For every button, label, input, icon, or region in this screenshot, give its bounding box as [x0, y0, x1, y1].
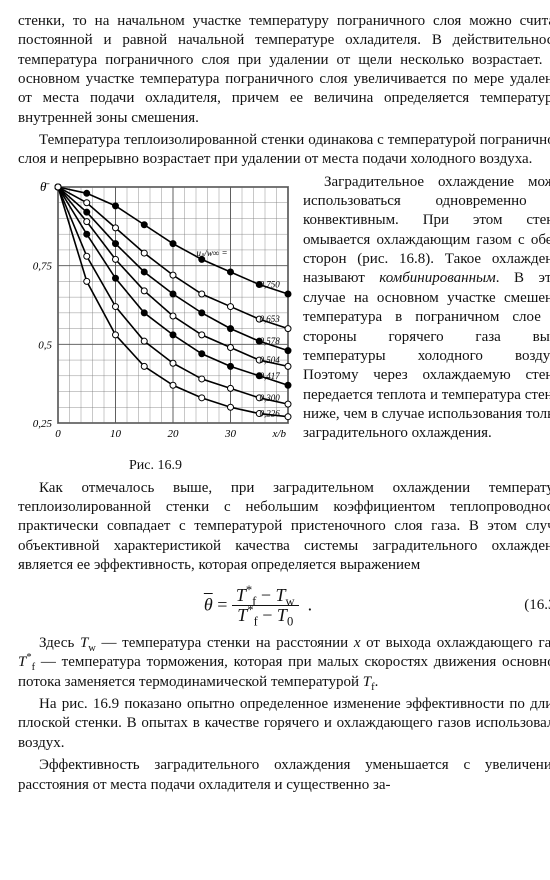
eq-T0-sub: 0 — [287, 615, 293, 629]
svg-text:0,653: 0,653 — [260, 314, 281, 324]
svg-text:0: 0 — [55, 428, 61, 440]
figure-caption: Рис. 16.9 — [18, 457, 293, 475]
svg-text:10: 10 — [110, 428, 122, 440]
svg-text:0,75: 0,75 — [33, 260, 53, 272]
para-5: Здесь Tw — температура стенки на расстоя… — [18, 634, 550, 692]
p5-b: от выхода охлаждающего газа; — [360, 635, 550, 651]
svg-text:uₛ/w∞ =: uₛ/w∞ = — [197, 248, 228, 258]
para-1: стенки, то на начальном участке температ… — [18, 12, 550, 128]
p5-Tf-sub: f — [371, 682, 375, 693]
figure-svg: 0 10 20 30 x/b 0,25 0,5 0,75 θ̄ uₛ/w∞ = 0,750 0,653… — [18, 175, 293, 455]
theta-bar: θ — [204, 594, 213, 614]
para-3-italic: комбинированным — [379, 270, 495, 286]
svg-text:0,750: 0,750 — [260, 279, 281, 289]
svg-text:0,5: 0,5 — [38, 339, 52, 351]
eq-Tf2: T — [237, 605, 247, 625]
p5-Tf: T — [363, 674, 371, 690]
eq-Tf1: T — [236, 585, 246, 605]
para-6: На рис. 16.9 показано опытно определенно… — [18, 695, 550, 753]
eq-Tw: T — [276, 585, 286, 605]
p5-c: — температура торможения, которая при ма… — [18, 654, 550, 689]
svg-text:x/b: x/b — [272, 428, 287, 440]
equation-number: (16.39) — [498, 596, 550, 615]
figure-16-9: 0 10 20 30 x/b 0,25 0,5 0,75 θ̄ uₛ/w∞ = 0,750 0,653… — [18, 175, 293, 475]
para-3c: . В этом случае на основном участке смеш… — [303, 270, 550, 441]
eq-period: . — [308, 594, 313, 614]
p5-pre: Здесь — [39, 635, 80, 651]
equation-body: θ = T*f − Tw T*f − T0 . — [18, 586, 498, 627]
equation-16-39: θ = T*f − Tw T*f − T0 . (16.39) — [18, 586, 550, 627]
para-4: Как отмечалось выше, при заградительном … — [18, 479, 550, 576]
eq-Tf2-sub: f — [254, 615, 258, 629]
p5-a: — температура стенки на расстоянии — [96, 635, 354, 651]
svg-text:0,300: 0,300 — [260, 393, 281, 403]
p5-Tw-sub: w — [88, 643, 96, 654]
svg-text:θ̄: θ̄ — [40, 179, 50, 194]
svg-text:0,578: 0,578 — [260, 336, 281, 346]
svg-text:0,417: 0,417 — [260, 371, 281, 381]
svg-text:30: 30 — [224, 428, 237, 440]
svg-text:0,504: 0,504 — [260, 355, 281, 365]
para-2: Температура теплоизолированной стенки од… — [18, 131, 550, 170]
para-7: Эффективность заградительного охлаждения… — [18, 756, 550, 795]
eq-T0: T — [277, 605, 287, 625]
svg-text:20: 20 — [168, 428, 180, 440]
svg-text:0,25: 0,25 — [33, 418, 53, 430]
svg-text:0,226: 0,226 — [260, 408, 281, 418]
